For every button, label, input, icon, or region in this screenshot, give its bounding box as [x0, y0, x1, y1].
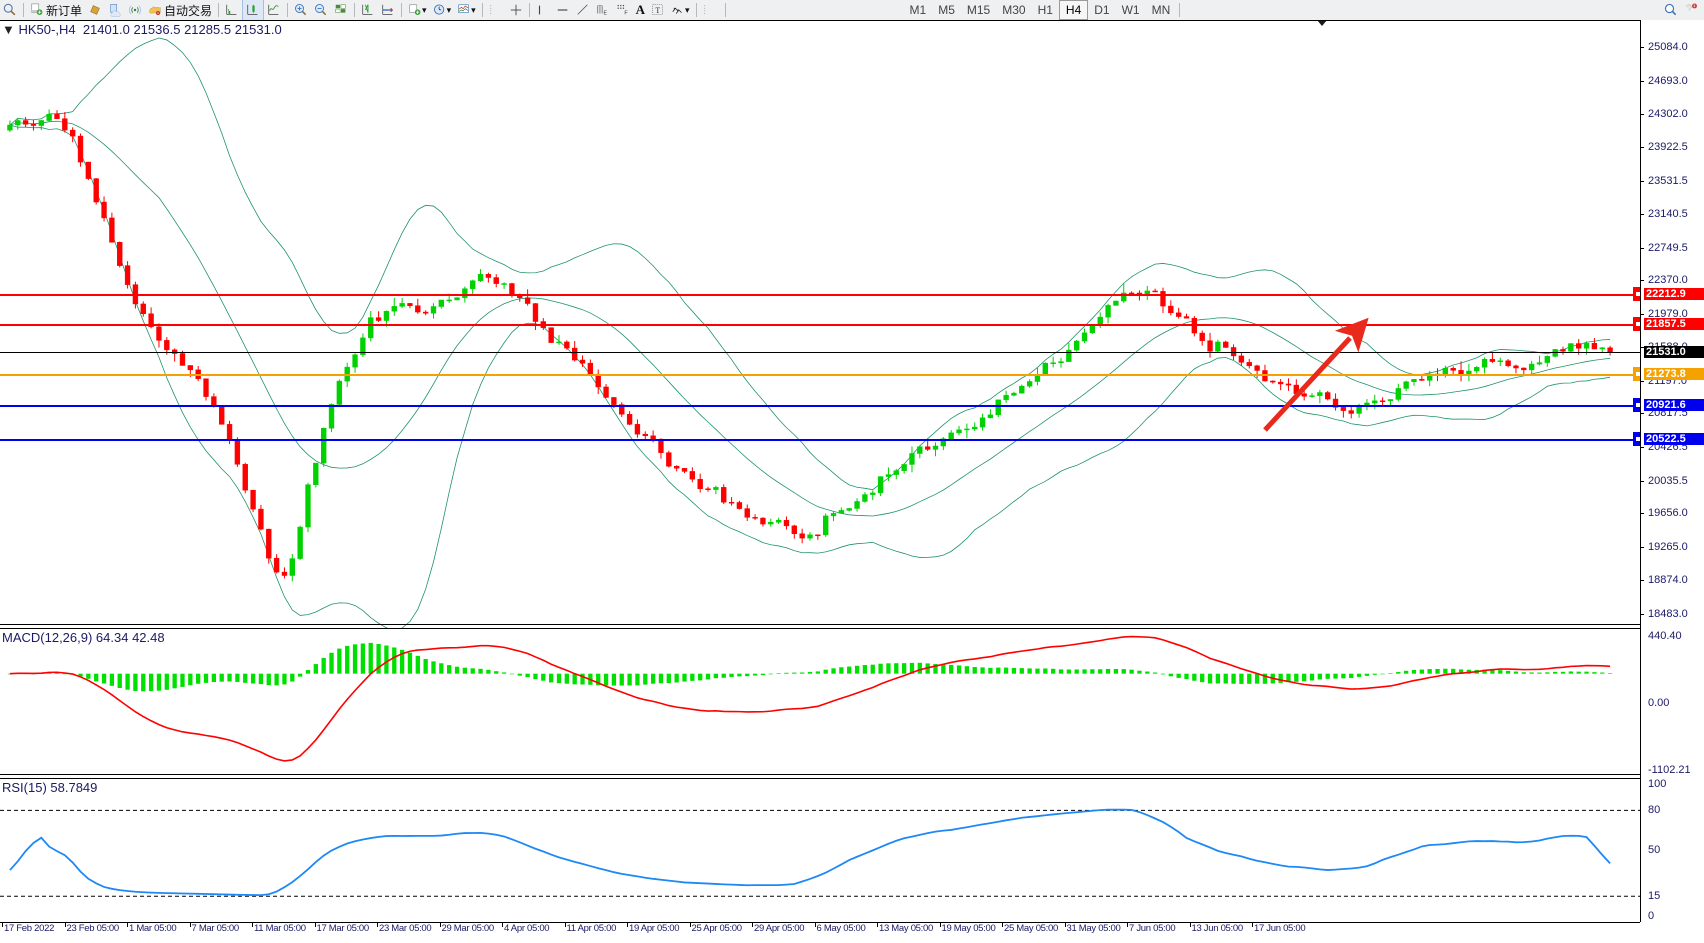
svg-text:F: F [624, 10, 627, 16]
svg-text:1: 1 [1693, 4, 1695, 8]
svg-text:T: T [655, 6, 660, 15]
svg-text:E: E [603, 10, 607, 16]
